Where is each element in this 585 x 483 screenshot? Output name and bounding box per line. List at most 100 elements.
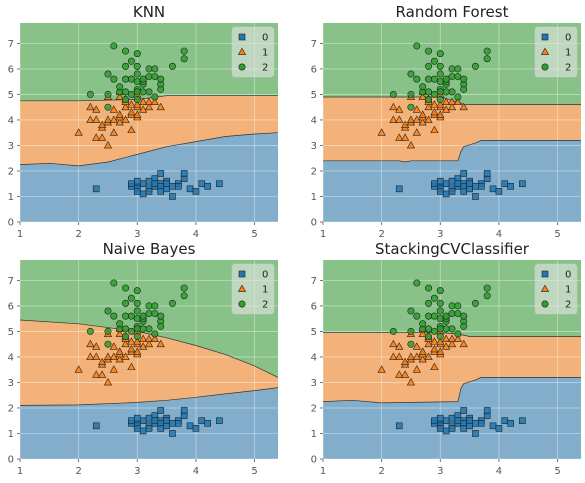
point-class-2 xyxy=(413,42,421,50)
point-class-1 xyxy=(127,344,136,353)
point-class-2 xyxy=(448,325,456,333)
point-class-2 xyxy=(110,279,118,287)
point-class-1 xyxy=(395,370,404,378)
point-class-2 xyxy=(133,315,141,323)
point-class-2 xyxy=(430,90,438,98)
point-class-2 xyxy=(168,299,176,307)
legend-marker-1 xyxy=(540,284,550,292)
y-tick-label: 7 xyxy=(8,276,14,287)
point-class-2 xyxy=(389,90,397,98)
point-class-1 xyxy=(127,125,136,134)
point-class-2 xyxy=(425,333,433,341)
point-class-1 xyxy=(156,339,165,348)
point-class-0 xyxy=(180,170,188,177)
point-class-2 xyxy=(448,310,456,318)
point-class-2 xyxy=(436,70,444,78)
point-class-1 xyxy=(430,344,439,353)
point-class-1 xyxy=(389,115,398,123)
legend-marker-1 xyxy=(237,47,247,55)
point-class-2 xyxy=(407,307,415,315)
point-class-2 xyxy=(407,90,415,98)
point-class-0 xyxy=(436,188,444,195)
point-class-1 xyxy=(395,133,404,141)
point-class-0 xyxy=(478,182,485,190)
point-class-0 xyxy=(448,425,456,432)
point-class-0 xyxy=(133,414,141,422)
point-class-1 xyxy=(436,347,445,355)
point-class-2 xyxy=(139,325,147,333)
y-tick-label: 3 xyxy=(311,378,317,389)
point-class-1 xyxy=(133,100,142,108)
legend-marker-2 xyxy=(238,300,246,308)
point-class-2 xyxy=(139,312,147,320)
y-tick-label: 5 xyxy=(311,327,317,338)
point-class-0 xyxy=(151,180,159,188)
chart-title: Naive Bayes xyxy=(103,240,196,258)
point-class-2 xyxy=(151,310,159,318)
legend-marker-0 xyxy=(541,270,549,278)
point-class-2 xyxy=(168,62,176,70)
x-tick-label: 2 xyxy=(378,466,384,477)
point-class-1 xyxy=(418,110,427,118)
point-class-2 xyxy=(471,62,479,70)
point-class-0 xyxy=(145,188,153,195)
point-class-0 xyxy=(501,417,509,425)
y-tick-label: 6 xyxy=(311,64,317,75)
point-class-2 xyxy=(127,90,135,98)
point-class-1 xyxy=(139,342,148,350)
point-class-1 xyxy=(121,339,130,348)
y-tick-label: 1 xyxy=(311,429,317,440)
point-class-1 xyxy=(406,141,416,149)
point-class-0 xyxy=(483,407,491,414)
point-class-1 xyxy=(74,365,83,373)
point-class-2 xyxy=(104,307,112,315)
point-class-1 xyxy=(127,362,136,371)
legend-label-0: 0 xyxy=(565,33,571,44)
point-class-2 xyxy=(145,302,153,310)
x-tick-label: 1 xyxy=(320,466,326,477)
point-class-0 xyxy=(128,180,135,188)
point-class-2 xyxy=(425,299,433,307)
y-tick-label: 3 xyxy=(311,141,317,152)
legend-marker-2 xyxy=(541,300,549,308)
point-class-1 xyxy=(156,102,165,111)
point-class-2 xyxy=(110,75,118,83)
point-class-0 xyxy=(436,425,444,432)
y-tick-label: 5 xyxy=(311,90,317,101)
region-class-1 xyxy=(20,95,278,166)
point-class-0 xyxy=(507,419,514,427)
point-class-2 xyxy=(133,62,141,70)
point-class-1 xyxy=(377,128,386,136)
point-class-1 xyxy=(115,329,124,337)
point-class-2 xyxy=(145,65,153,73)
point-class-2 xyxy=(436,287,444,295)
point-class-2 xyxy=(419,320,427,328)
point-class-0 xyxy=(495,425,503,432)
point-class-2 xyxy=(104,90,112,98)
point-class-1 xyxy=(389,102,398,111)
point-class-0 xyxy=(192,425,200,432)
point-class-2 xyxy=(425,75,433,83)
point-class-1 xyxy=(103,352,113,360)
point-class-2 xyxy=(145,88,153,96)
legend-marker-0 xyxy=(238,270,246,278)
point-class-2 xyxy=(133,325,141,333)
point-class-0 xyxy=(395,422,403,430)
point-class-2 xyxy=(425,47,433,55)
point-class-0 xyxy=(472,182,479,190)
point-class-1 xyxy=(418,355,427,363)
legend-label-2: 2 xyxy=(565,300,571,311)
point-class-1 xyxy=(389,352,398,360)
region-class-0 xyxy=(20,132,278,222)
point-class-1 xyxy=(447,102,457,111)
boundary-0-1 xyxy=(20,132,278,167)
y-tick-label: 7 xyxy=(8,39,14,50)
point-class-1 xyxy=(459,339,468,348)
point-class-0 xyxy=(92,422,100,430)
point-class-1 xyxy=(86,102,95,111)
point-class-2 xyxy=(454,302,462,310)
point-class-2 xyxy=(430,312,438,320)
point-class-0 xyxy=(145,425,153,432)
legend-label-0: 0 xyxy=(262,270,268,281)
